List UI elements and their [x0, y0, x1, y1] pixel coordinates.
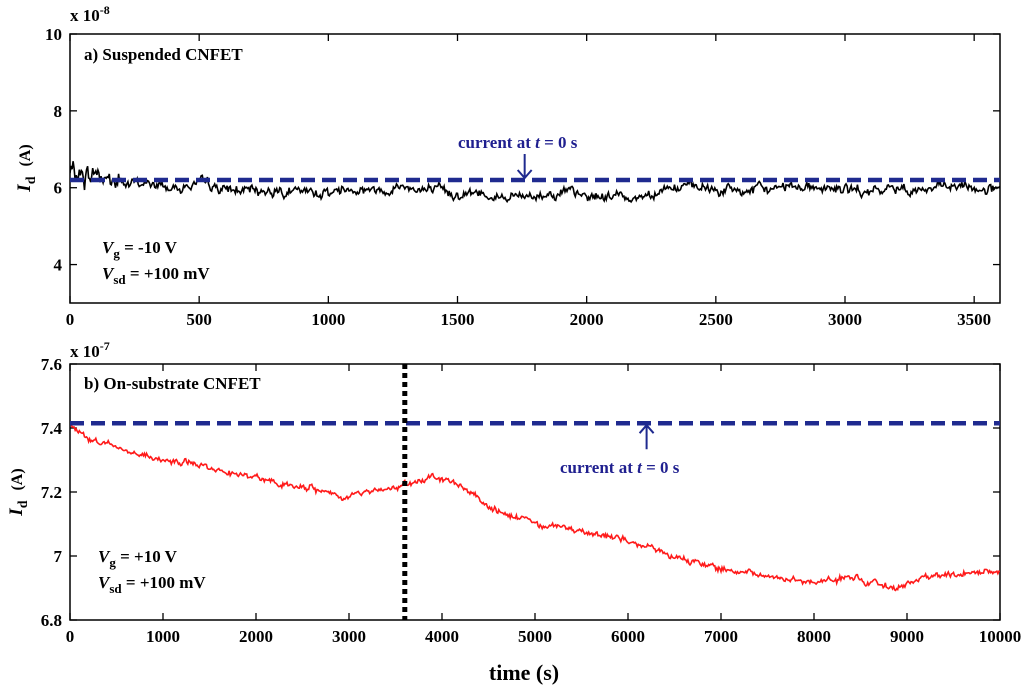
- panel-b-x-tick-label: 4000: [425, 627, 459, 646]
- panel-a-x-tick-label: 3000: [828, 310, 862, 329]
- panel-a-x-tick-label: 1000: [311, 310, 345, 329]
- panel-b-x-tick-label: 7000: [704, 627, 738, 646]
- panel-b-frame: [69, 363, 1001, 621]
- panel-b-title: b) On-substrate CNFET: [84, 374, 261, 393]
- panel-b-x-tick-label: 2000: [239, 627, 273, 646]
- panel-b-on-substrate: 0 1000 2000 3000 4000 5000 6000 7000 8000 9000 100…: [6, 339, 1021, 685]
- panel-a-x-tick-label: 0: [66, 310, 75, 329]
- panel-a-x-tick-label: 1500: [441, 310, 475, 329]
- panel-b-vg-label: Vg = +10 V: [98, 547, 178, 570]
- panel-b-x-tick-label: 1000: [146, 627, 180, 646]
- panel-a-vg-label: Vg = -10 V: [102, 238, 178, 261]
- panel-b-x-tick-label: 6000: [611, 627, 645, 646]
- panel-a-frame: [69, 33, 1001, 304]
- panel-b-reference-arrow: [638, 423, 655, 450]
- panel-a-vsd-label: Vsd = +100 mV: [102, 264, 210, 287]
- panel-a-y-tick-label: 8: [54, 102, 63, 121]
- panel-a-x-tick-label: 3500: [957, 310, 991, 329]
- panel-b-x-tick-label: 3000: [332, 627, 366, 646]
- panel-a-y-multiplier: x 10-8: [70, 3, 110, 25]
- panel-b-x-tick-label: 9000: [890, 627, 924, 646]
- panel-b-vsd-label: Vsd = +100 mV: [98, 573, 206, 596]
- panel-a-title: a) Suspended CNFET: [84, 45, 243, 64]
- panel-b-y-tick-label: 7.6: [41, 355, 62, 374]
- panel-b-x-tick-label: 0: [66, 627, 75, 646]
- panel-a-y-axis-label: Id(A): [14, 144, 39, 192]
- panel-a-current-trace: [70, 161, 1000, 204]
- panel-b-y-tick-label: 7.4: [41, 419, 63, 438]
- panel-a-y-tick-label: 6: [54, 179, 63, 198]
- panel-b-y-multiplier: x 10-7: [70, 339, 110, 361]
- panel-a-reference-label: current at t = 0 s: [458, 133, 578, 152]
- panel-b-x-axis-label: time (s): [489, 660, 559, 685]
- panel-b-y-tick-label: 7.2: [41, 483, 62, 502]
- panel-a-suspended: 0 500 1000 1500 2000 2500 3000 3500 4 6 8 10 x 10-8…: [14, 3, 1001, 329]
- panel-b-y-axis-label: Id(A): [6, 468, 31, 516]
- panel-b-x-tick-label: 10000: [979, 627, 1022, 646]
- panel-a-y-tick-label: 10: [45, 25, 62, 44]
- panel-a-reference-arrow: [516, 154, 533, 180]
- panel-a-x-tick-label: 2500: [699, 310, 733, 329]
- panel-a-y-tick-label: 4: [54, 256, 63, 275]
- panel-a-ticks: 0 500 1000 1500 2000 2500 3000 3500 4 6 8 10: [45, 25, 1000, 329]
- panel-a-x-tick-label: 2000: [570, 310, 604, 329]
- panel-b-y-tick-label: 6.8: [41, 611, 62, 630]
- panel-a-x-tick-label: 500: [186, 310, 212, 329]
- panel-b-ticks: 0 1000 2000 3000 4000 5000 6000 7000 8000 9000 100…: [41, 355, 1022, 646]
- panel-b-x-tick-label: 8000: [797, 627, 831, 646]
- panel-b-reference-label: current at t = 0 s: [560, 458, 680, 477]
- panel-b-x-tick-label: 5000: [518, 627, 552, 646]
- panel-b-y-tick-label: 7: [54, 547, 63, 566]
- panel-b-current-trace: [70, 422, 1000, 592]
